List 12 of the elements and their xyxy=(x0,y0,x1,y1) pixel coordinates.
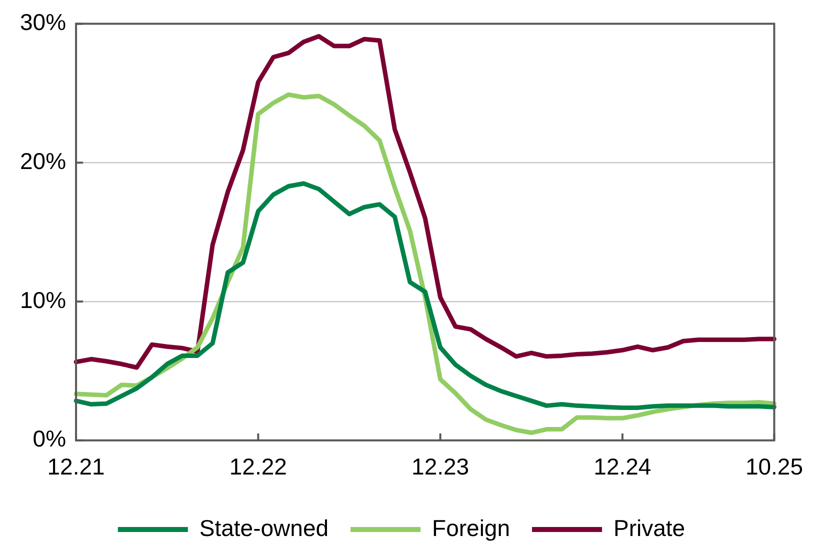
legend-label: Private xyxy=(614,514,686,541)
y-tick-label: 20% xyxy=(20,148,66,174)
x-tick-label: 12.24 xyxy=(594,454,652,480)
x-tick-label: 10.25 xyxy=(745,454,804,480)
legend-label: Foreign xyxy=(432,514,510,541)
y-tick-label: 30% xyxy=(20,9,66,36)
legend-label: State-owned xyxy=(199,514,329,541)
x-tick-label: 12.22 xyxy=(229,454,287,480)
y-tick-label: 10% xyxy=(20,286,66,313)
y-tick-label: 0% xyxy=(32,426,66,452)
x-tick-label: 12.21 xyxy=(47,454,105,480)
x-tick-label: 12.23 xyxy=(412,454,470,480)
